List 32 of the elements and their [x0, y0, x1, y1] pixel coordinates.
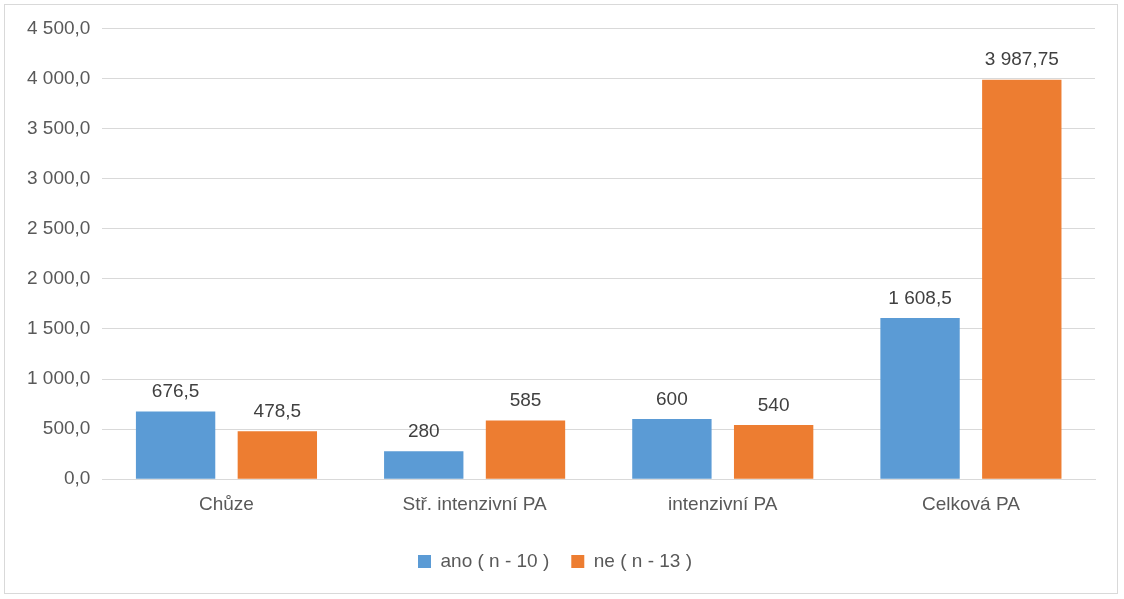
y-tick-label: 2 000,0 [26, 267, 91, 289]
x-tick-label: Celková PA [921, 492, 1021, 514]
y-tick-label: 1 500,0 [26, 317, 91, 339]
bar [237, 431, 318, 479]
y-tick-label: 3 000,0 [26, 166, 91, 188]
data-label: 280 [407, 419, 440, 441]
bar [982, 79, 1062, 479]
data-label: 540 [757, 393, 790, 415]
x-tick-label: intenzivní PA [668, 492, 778, 514]
data-label: 676,5 [151, 380, 200, 402]
y-tick-label: 1 000,0 [26, 367, 91, 389]
y-tick-label: 0,0 [63, 467, 91, 489]
bar [485, 420, 566, 479]
legend-label: ne ( n - 13 ) [593, 549, 692, 571]
bar [733, 425, 814, 479]
y-tick-label: 3 500,0 [26, 116, 91, 138]
data-label: 585 [509, 389, 542, 411]
data-label: 3 987,75 [984, 48, 1059, 70]
y-tick-label: 2 500,0 [26, 216, 91, 238]
data-label: 1 608,5 [888, 286, 952, 308]
legend-label: ano ( n - 10 ) [440, 549, 550, 571]
x-tick-label: Stř. intenzivní PA [402, 492, 548, 514]
y-tick-label: 500,0 [42, 417, 91, 439]
y-tick-label: 4 000,0 [26, 66, 91, 88]
bar [384, 451, 464, 479]
data-label: 600 [656, 387, 688, 409]
x-tick-label: Chůze [199, 492, 254, 514]
data-label: 478,5 [253, 400, 302, 421]
bar [632, 419, 712, 479]
y-tick-label: 4 500,0 [26, 16, 91, 38]
bar [880, 318, 960, 479]
bar [135, 411, 216, 479]
